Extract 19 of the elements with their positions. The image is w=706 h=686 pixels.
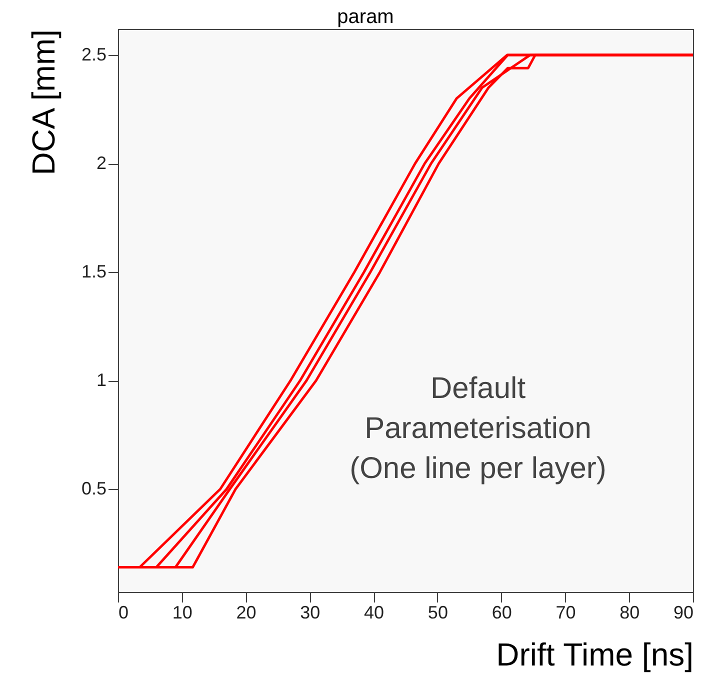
y-axis-title: DCA [mm]	[25, 30, 62, 176]
x-tick-label: 40	[364, 602, 384, 622]
x-tick-label: 60	[492, 602, 512, 622]
x-tick-label: 90	[673, 602, 694, 622]
x-axis-title: Drift Time [ns]	[496, 636, 694, 672]
x-tick-label: 0	[118, 602, 129, 622]
x-tick-label: 20	[236, 602, 256, 622]
x-tick-label: 10	[172, 602, 192, 622]
annotation: Default Parameterisation (One line per layer)	[350, 372, 606, 485]
y-tick-label: 1.5	[81, 262, 106, 282]
x-tick-label: 70	[556, 602, 576, 622]
x-tick-label: 30	[300, 602, 320, 622]
x-tick-label: 80	[620, 602, 640, 622]
y-tick-label: 2.5	[81, 44, 106, 65]
chart-title: param	[337, 6, 394, 28]
x-tick-label: 50	[428, 602, 448, 622]
y-tick-label: 1	[96, 370, 106, 390]
y-tick-label: 0.5	[81, 478, 106, 499]
y-tick-label: 2	[96, 153, 106, 174]
